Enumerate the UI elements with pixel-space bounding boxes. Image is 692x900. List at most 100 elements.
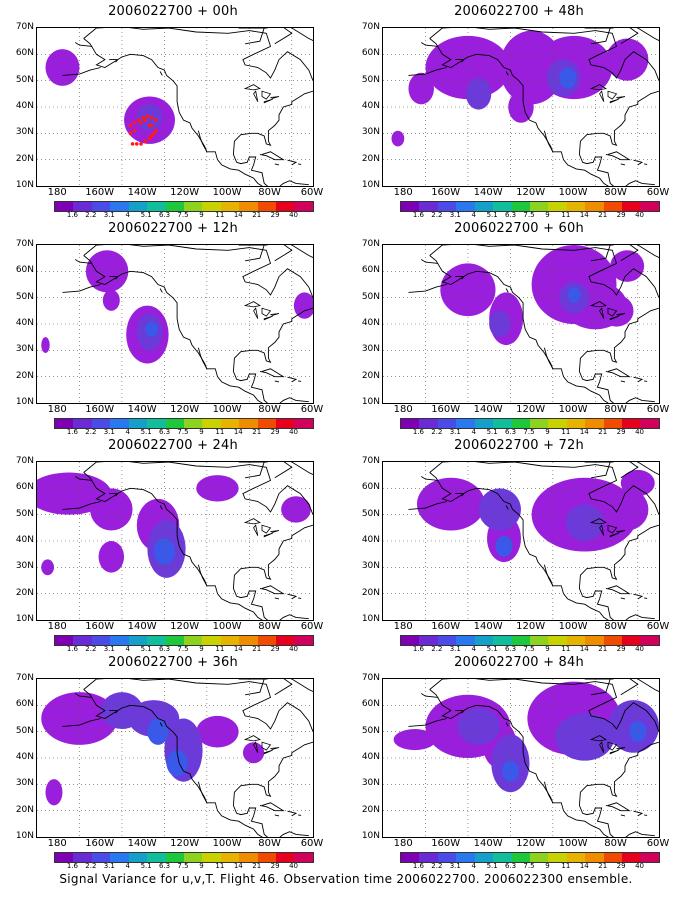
map-svg xyxy=(383,245,659,403)
colorbar-label: 9 xyxy=(545,428,550,436)
coastline xyxy=(505,722,509,727)
longitude-label: 120W xyxy=(516,404,546,415)
coastline xyxy=(637,462,659,475)
colorbar-label: 7.5 xyxy=(177,862,189,870)
map-panel: 2006022700 + 72h 70N 60N 50N 40N 30N 20N 10N 180… xyxy=(346,434,692,653)
coastline xyxy=(637,245,659,258)
variance-contour xyxy=(41,337,50,353)
longitude-label: 180 xyxy=(47,621,67,632)
latitude-label: 70N xyxy=(15,239,34,249)
colorbar-label: 29 xyxy=(616,211,626,219)
colorbar-label: 6.3 xyxy=(504,862,517,870)
colorbar-label: 14 xyxy=(233,428,243,436)
colorbar-swatch xyxy=(437,853,457,862)
lake-outline xyxy=(270,530,280,533)
map-panel: 2006022700 + 36h 70N 60N 50N 40N 30N 20N 10N 180… xyxy=(0,651,346,870)
coastline xyxy=(232,741,313,837)
lake-outline xyxy=(270,313,280,316)
latitude-label: 60N xyxy=(361,699,380,710)
colorbar-label: 2.2 xyxy=(431,211,443,219)
colorbar-label: 2.2 xyxy=(431,645,443,653)
lake-outline xyxy=(589,518,607,525)
colorbar-label: 9 xyxy=(545,645,550,653)
variance-contour xyxy=(559,67,577,89)
coastline xyxy=(644,814,648,816)
coastline xyxy=(197,564,208,587)
coastline xyxy=(578,90,659,186)
latitude-label: 60N xyxy=(361,48,380,59)
latitude-label: 50N xyxy=(361,508,380,519)
colorbar-swatch xyxy=(239,853,258,862)
colorbar-label: 21 xyxy=(252,862,262,870)
latitude-label: 30N xyxy=(361,344,380,355)
colorbar-swatch xyxy=(147,202,166,211)
longitude-label: 60W xyxy=(300,404,324,415)
longitude-label: 100W xyxy=(212,621,242,632)
colorbar-label: 1.6 xyxy=(66,862,78,870)
longitude-label: 120W xyxy=(516,838,546,849)
longitude-label: 180 xyxy=(47,838,67,849)
longitude-label: 120W xyxy=(170,187,200,198)
lake-outline xyxy=(253,90,259,102)
colorbar-swatch xyxy=(257,419,277,428)
latitude-label: 40N xyxy=(15,752,34,762)
colorbar-label: 5.1 xyxy=(140,862,152,870)
colorbar-label: 5.1 xyxy=(486,862,498,870)
latitude-label: 30N xyxy=(361,778,380,789)
latitude-label: 70N xyxy=(15,673,34,683)
colorbar-swatch xyxy=(456,636,475,645)
colorbar-swatch xyxy=(640,853,659,862)
coastline xyxy=(591,245,639,262)
colorbar-swatch xyxy=(73,419,92,428)
colorbar-label: 14 xyxy=(233,862,243,870)
coastline xyxy=(578,524,659,620)
colorbar-label: 11 xyxy=(561,862,571,870)
panel-title: 2006022700 + 48h xyxy=(454,4,584,19)
observation-point xyxy=(139,142,143,146)
colorbar-label: 4 xyxy=(471,428,476,436)
colorbar-swatch xyxy=(91,202,111,211)
coastline xyxy=(245,245,293,262)
colorbar-label: 4 xyxy=(471,862,476,870)
colorbar-label: 6.3 xyxy=(158,211,171,219)
panel-title: 2006022700 + 12h xyxy=(108,221,238,236)
colorbar-swatch xyxy=(239,202,258,211)
colorbar-swatch xyxy=(474,202,494,211)
colorbar-label: 21 xyxy=(598,211,608,219)
observation-point xyxy=(151,131,156,136)
colorbar-swatch xyxy=(73,636,92,645)
colorbar-label: 5.1 xyxy=(140,428,152,436)
map-panel: 2006022700 + 84h 70N 60N 50N 40N 30N 20N 10N 180… xyxy=(346,651,692,870)
colorbar-swatch xyxy=(110,853,129,862)
colorbar-swatch xyxy=(183,853,203,862)
colorbar-label: 2.2 xyxy=(85,428,97,436)
longitude-label: 120W xyxy=(170,404,200,415)
longitude-label: 140W xyxy=(473,187,503,198)
colorbar-label: 6.3 xyxy=(504,428,517,436)
colorbar-swatch xyxy=(548,853,567,862)
colorbar-label: 40 xyxy=(635,645,645,653)
colorbar-swatch xyxy=(419,202,438,211)
coastline xyxy=(159,722,163,727)
colorbar-swatch xyxy=(419,853,438,862)
coastline xyxy=(291,245,313,258)
variance-contour xyxy=(465,78,492,110)
colorbar-swatch xyxy=(257,853,277,862)
colorbar-swatch xyxy=(276,419,295,428)
colorbar-label: 2.2 xyxy=(431,862,443,870)
colorbar-swatch xyxy=(220,853,240,862)
coastline xyxy=(408,718,447,727)
colorbar-swatch xyxy=(419,419,438,428)
variance-contour xyxy=(391,130,405,147)
coastline xyxy=(543,781,554,804)
colorbar xyxy=(400,635,660,646)
longitude-label: 100W xyxy=(212,187,242,198)
colorbar-label: 3.1 xyxy=(449,211,461,219)
observation-point xyxy=(128,123,133,128)
colorbar-label: 9 xyxy=(545,862,550,870)
latitude-label: 60N xyxy=(15,48,34,59)
lake-outline xyxy=(253,524,259,536)
colorbar-label: 5.1 xyxy=(140,211,152,219)
coastline xyxy=(455,276,465,280)
longitude-label: 100W xyxy=(212,404,242,415)
